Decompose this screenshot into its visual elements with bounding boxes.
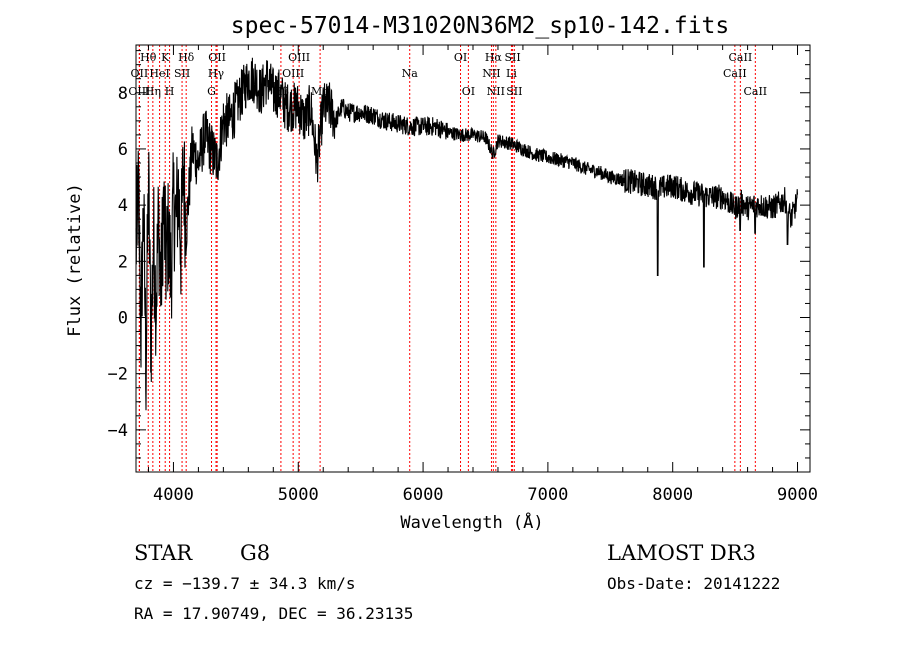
survey-name: LAMOST DR3 <box>607 541 756 565</box>
spectral-line-label: K <box>161 51 170 64</box>
chart-title: spec-57014-M31020N36M2_sp10-142.fits <box>231 13 730 39</box>
spectral-line-label: SII <box>174 67 190 80</box>
spectral-line-label: NII <box>487 85 505 98</box>
spectrum-line <box>135 57 799 411</box>
x-tick-label: 8000 <box>652 485 693 505</box>
spectral-line-label: Hη <box>145 85 161 98</box>
x-tick-label: 6000 <box>403 485 444 505</box>
spectral-line-label: H <box>165 85 175 98</box>
plot-frame <box>135 44 811 473</box>
coordinates: RA = 17.90749, DEC = 36.23135 <box>134 604 414 623</box>
x-tick-label: 7000 <box>527 485 568 505</box>
y-tick-label: 4 <box>118 196 128 216</box>
spectral-line-label: Li <box>506 67 517 80</box>
spectral-line-label: NII <box>482 67 500 80</box>
spectral-line-label: SII <box>506 85 522 98</box>
spectral-line-label: CaII <box>723 67 747 80</box>
y-axis: −4 −2 0 2 4 6 8 <box>108 50 810 459</box>
y-axis-label: Flux (relative) <box>65 183 85 337</box>
x-tick-label: 4000 <box>153 485 194 505</box>
spectral-line-label: CaII <box>743 85 767 98</box>
spectral-line-label: G <box>207 85 216 98</box>
spectral-line-label: SII <box>504 51 520 64</box>
object-class: STAR <box>134 541 193 565</box>
spectral-line-label: Hα <box>485 51 503 64</box>
spectral-line-label: OII <box>208 51 226 64</box>
spectral-line-label: OI <box>462 85 475 98</box>
spectral-line-label: Hγ <box>208 67 225 80</box>
spectral-line-label: OI <box>454 51 467 64</box>
spectral-line-label: Na <box>402 67 419 80</box>
y-tick-label: 8 <box>118 84 128 104</box>
y-tick-label: −4 <box>108 421 128 441</box>
spectral-line-label: HeI <box>149 67 169 80</box>
spectral-line-label: Hθ <box>140 51 157 64</box>
x-tick-label: 5000 <box>278 485 319 505</box>
y-tick-label: 0 <box>118 308 128 328</box>
y-tick-label: 2 <box>118 252 128 272</box>
spectral-line-label: CaII <box>729 51 753 64</box>
x-axis-label: Wavelength (Å) <box>400 511 543 533</box>
observation-date: Obs-Date: 20141222 <box>607 574 781 593</box>
spectral-line-label: OIII <box>288 51 310 64</box>
redshift-velocity: cz = −139.7 ± 34.3 km/s <box>134 574 356 593</box>
spectral-line-label: Hδ <box>178 51 195 64</box>
y-tick-label: −2 <box>108 365 128 385</box>
spectral-line-label: OIII <box>128 85 150 98</box>
spectral-line-label: OII <box>131 67 149 80</box>
subclass: G8 <box>240 541 271 565</box>
y-tick-label: 6 <box>118 140 128 160</box>
x-tick-label: 9000 <box>777 485 818 505</box>
spectral-line-label: OIII <box>282 67 304 80</box>
x-axis: 4000 5000 6000 7000 8000 9000 <box>147 45 818 505</box>
